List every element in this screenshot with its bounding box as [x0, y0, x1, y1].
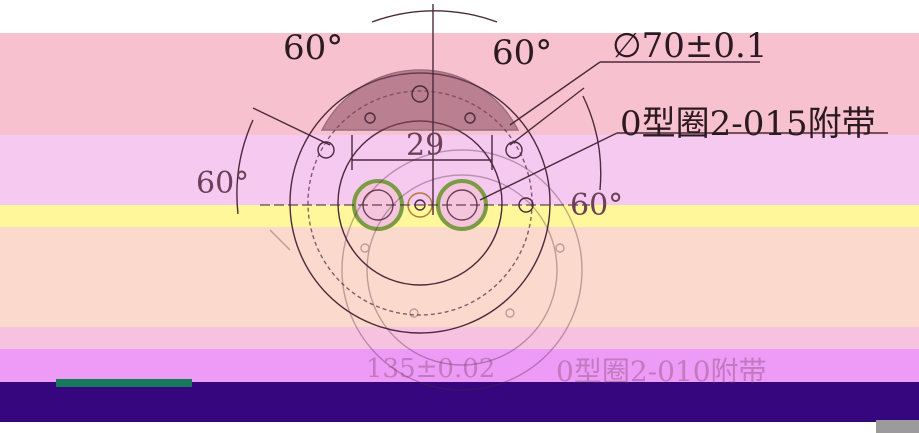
- oring-top-label: 0型圈2-015附带: [620, 104, 876, 144]
- bolt-hole: [464, 112, 476, 124]
- bolt-hole: [317, 141, 335, 159]
- band-peach: [0, 227, 919, 327]
- angle-label-right: 60°: [570, 188, 624, 223]
- angle-label-top-left: 60°: [283, 28, 344, 68]
- diameter-label: ∅70±0.1: [612, 26, 768, 66]
- band-navy: [0, 382, 919, 422]
- dimension-29-label: 29: [406, 128, 445, 163]
- corner-gray-block: [876, 420, 919, 433]
- bolt-hole: [411, 85, 429, 103]
- oring-bottom-label: 0型圈2-010附带: [556, 355, 767, 388]
- bolt-hole: [364, 112, 376, 124]
- band-pink-lower: [0, 327, 919, 349]
- angle-label-top-right: 60°: [492, 33, 553, 73]
- glitch-teal-strip: [56, 379, 192, 387]
- band-magenta: [0, 349, 919, 382]
- dimension-bottom-label: 135±0.02: [366, 354, 496, 384]
- bolt-hole: [505, 141, 523, 159]
- angle-label-left: 60°: [196, 166, 250, 201]
- top-cap: [320, 69, 520, 131]
